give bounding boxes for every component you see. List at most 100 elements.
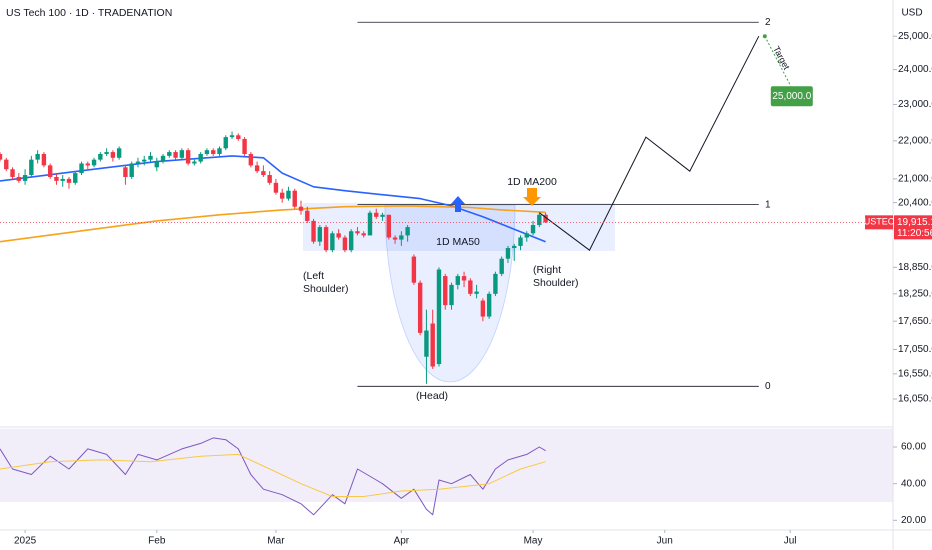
- candle-body: [192, 161, 197, 164]
- annotation: Shoulder): [533, 277, 579, 289]
- candle-body: [98, 153, 103, 160]
- plot-area: [0, 21, 893, 516]
- candle-body: [361, 233, 366, 236]
- y-tick-label: 17,050.0: [898, 344, 932, 355]
- candle-body: [417, 282, 423, 333]
- candle-body: [305, 210, 310, 221]
- y-tick-label: 23,000.0: [898, 99, 932, 110]
- y-tick-label: 24,000.0: [898, 64, 932, 75]
- annotation: 1D MA50: [436, 236, 480, 248]
- y-tick-label: 17,650.0: [898, 316, 932, 327]
- moving-average: [0, 205, 546, 243]
- candle-body: [223, 137, 228, 149]
- candle-body: [512, 245, 517, 249]
- candle-body: [123, 167, 128, 177]
- x-tick-label: Feb: [148, 536, 166, 547]
- candle-body: [85, 163, 90, 166]
- candle-body: [217, 148, 222, 154]
- moving-average: [0, 155, 546, 243]
- y-tick-label: 20,400.0: [898, 197, 932, 208]
- y-tick-label: 20.00: [901, 515, 926, 526]
- y-tick-label: 16,550.0: [898, 369, 932, 380]
- candle-body: [73, 173, 78, 183]
- candle-body: [129, 163, 134, 177]
- candle-body: [16, 176, 22, 181]
- candle-body: [342, 237, 348, 251]
- candle-body: [10, 169, 15, 177]
- candle-body: [530, 225, 536, 234]
- candle-body: [35, 153, 40, 160]
- price-label: 19,915.1: [897, 217, 932, 228]
- candle-body: [367, 212, 373, 236]
- target-box: [770, 86, 813, 107]
- candle-body: [449, 284, 454, 306]
- annotation: (Right: [533, 264, 561, 276]
- countdown-label: 11:20:56: [897, 228, 932, 239]
- candle-body: [167, 152, 172, 156]
- candle-body: [242, 138, 247, 154]
- candle-body: [22, 175, 28, 181]
- y-tick-label: 16,050.0: [898, 394, 932, 405]
- annotation: (Left: [303, 270, 324, 282]
- candle-body: [499, 258, 504, 274]
- candle-body: [348, 231, 354, 251]
- candle-body: [455, 276, 460, 285]
- price-box: [894, 215, 932, 240]
- rsi-band: [0, 428, 893, 502]
- candle-body: [399, 235, 404, 240]
- x-tick-label: Mar: [267, 536, 285, 547]
- candle-body: [480, 300, 486, 317]
- candle-body: [411, 256, 417, 283]
- y-tick-label: 60.00: [901, 442, 926, 453]
- candle-body: [229, 135, 235, 138]
- candle-body: [4, 159, 9, 170]
- candle-body: [486, 293, 492, 317]
- x-tick-label: Jun: [657, 536, 673, 547]
- candle-body: [41, 153, 47, 166]
- ma50-arrow: [451, 196, 465, 212]
- fib-label: 0: [765, 381, 771, 392]
- candle-body: [292, 190, 297, 207]
- candle-body: [436, 269, 442, 365]
- candle-body: [537, 214, 542, 226]
- candle-body: [79, 163, 84, 174]
- y-tick-label: 25,000.0: [898, 31, 932, 42]
- candle-body: [468, 280, 473, 294]
- candle-body: [0, 153, 3, 160]
- x-tick-label: Jul: [784, 536, 797, 547]
- annotation: 1D MA200: [507, 176, 557, 188]
- candle-body: [273, 182, 279, 193]
- candle-body: [135, 161, 141, 164]
- x-tick-label: 2025: [14, 536, 37, 547]
- candle-body: [505, 248, 511, 259]
- y-tick-label: 21,000.0: [898, 174, 932, 185]
- annotation: Shoulder): [303, 283, 349, 295]
- candle-body: [198, 153, 203, 162]
- fib-label: 1: [765, 199, 771, 210]
- target-line: [764, 35, 792, 87]
- fib-label: 2: [765, 17, 771, 28]
- candle-body: [110, 152, 116, 158]
- projection-path: [539, 35, 760, 251]
- ma200-arrow: [523, 188, 541, 206]
- candle-body: [116, 148, 122, 158]
- candle-body: [179, 150, 185, 158]
- candle-body: [430, 323, 435, 367]
- candle-body: [160, 155, 166, 162]
- candle-body: [60, 178, 65, 181]
- candle-body: [148, 155, 153, 160]
- candle-body: [173, 152, 178, 158]
- target-label: 25,000.0: [772, 91, 811, 102]
- y-tick-label: 18,850.0: [898, 262, 932, 273]
- candle-body: [461, 276, 467, 281]
- candle-body: [323, 227, 329, 251]
- candle-body: [154, 161, 159, 168]
- candle-body: [142, 159, 147, 162]
- candle-body: [29, 159, 34, 176]
- candle-body: [286, 190, 291, 199]
- candle-body: [236, 135, 241, 139]
- candle-body: [355, 231, 360, 234]
- candle-body: [279, 192, 285, 199]
- candle-body: [336, 233, 341, 238]
